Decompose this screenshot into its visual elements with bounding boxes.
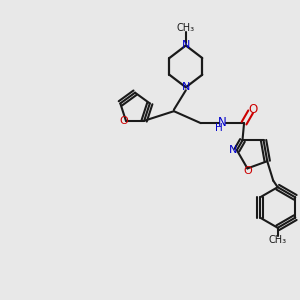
Text: N: N: [182, 40, 190, 50]
Text: H: H: [215, 123, 223, 133]
Text: O: O: [119, 116, 128, 126]
Text: N: N: [182, 82, 190, 92]
Text: N: N: [218, 116, 227, 129]
Text: O: O: [243, 167, 252, 176]
Text: N: N: [229, 145, 238, 155]
Text: CH₃: CH₃: [268, 235, 287, 245]
Text: O: O: [248, 103, 258, 116]
Text: CH₃: CH₃: [177, 23, 195, 34]
